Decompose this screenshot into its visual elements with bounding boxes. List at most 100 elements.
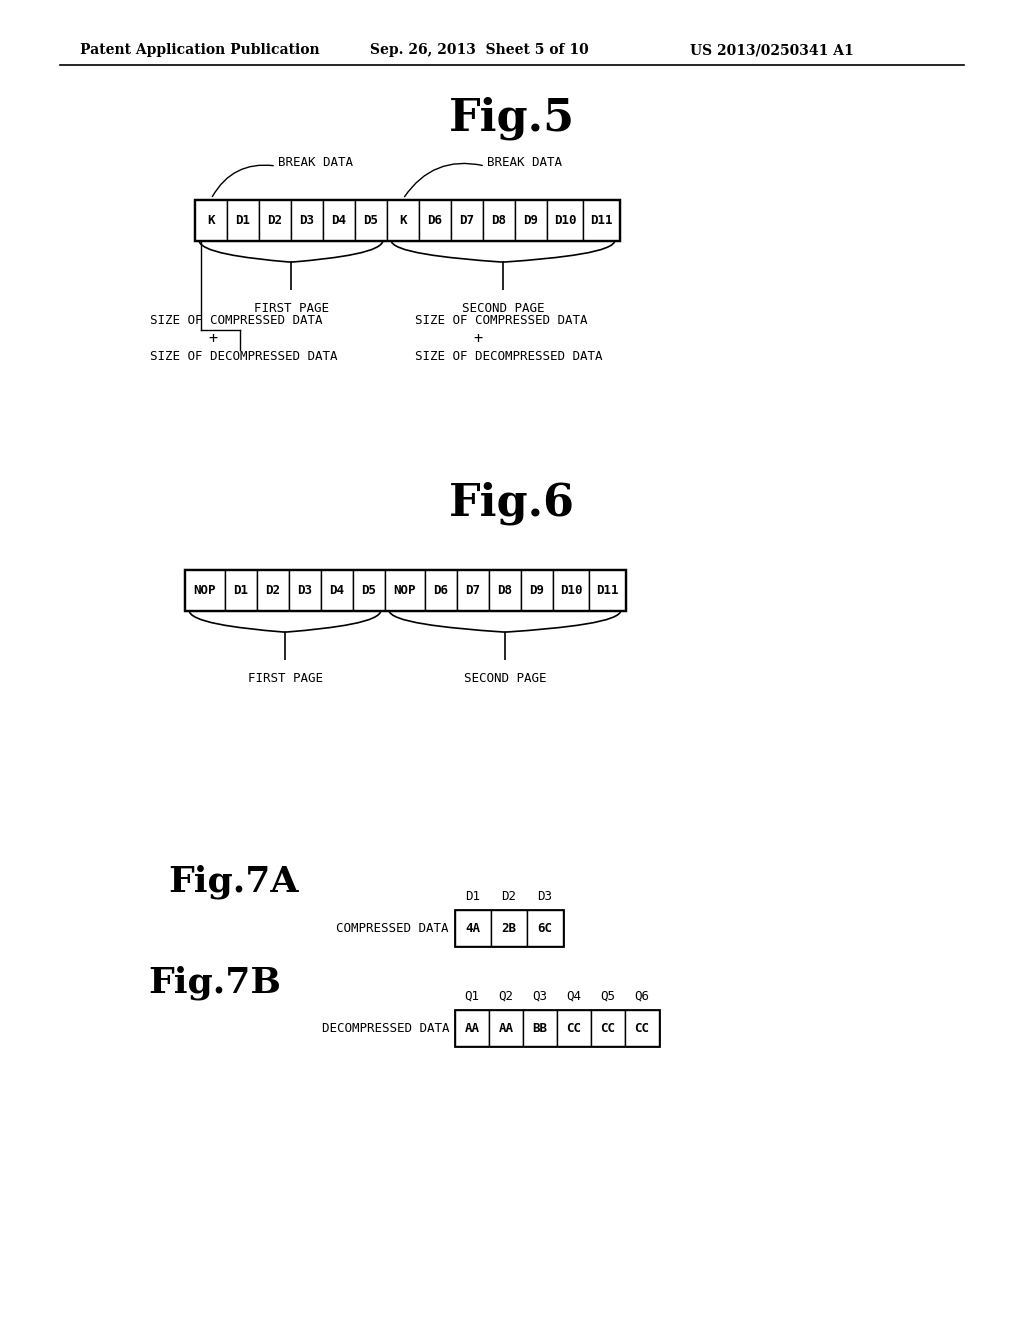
Bar [387,201,419,240]
Text: D1: D1 [233,583,249,597]
Text: Fig.6: Fig.6 [449,482,575,525]
Text: D4: D4 [330,583,344,597]
Bar [591,1010,625,1045]
Bar [589,570,625,610]
Text: D9: D9 [529,583,545,597]
Text: AA: AA [499,1022,513,1035]
Text: D7: D7 [460,214,474,227]
Text: D3: D3 [538,890,553,903]
Bar [553,570,589,610]
Text: SIZE OF COMPRESSED DATA: SIZE OF COMPRESSED DATA [150,314,323,326]
Bar [259,201,291,240]
Text: D6: D6 [433,583,449,597]
Text: D1: D1 [466,890,480,903]
Text: NOP: NOP [394,583,416,597]
Bar [419,201,451,240]
Text: CC: CC [600,1022,615,1035]
Text: K: K [399,214,407,227]
Text: BB: BB [532,1022,548,1035]
Text: D6: D6 [427,214,442,227]
Bar [185,570,625,610]
Text: +: + [473,330,482,346]
Bar [227,201,259,240]
Bar [385,570,425,610]
Bar [353,570,385,610]
Text: D2: D2 [502,890,516,903]
Bar [225,570,257,610]
Text: 4A: 4A [466,921,480,935]
Text: US 2013/0250341 A1: US 2013/0250341 A1 [690,44,854,57]
Bar [455,909,563,946]
Text: D11: D11 [590,214,612,227]
Bar [583,201,618,240]
Text: D10: D10 [560,583,583,597]
Bar [527,909,563,946]
Text: D5: D5 [364,214,379,227]
Bar [321,570,353,610]
Text: BREAK DATA: BREAK DATA [487,156,562,169]
Bar [625,1010,659,1045]
Text: D3: D3 [298,583,312,597]
Text: NOP: NOP [194,583,216,597]
Text: SIZE OF DECOMPRESSED DATA: SIZE OF DECOMPRESSED DATA [415,350,602,363]
Bar [490,909,527,946]
Text: SECOND PAGE: SECOND PAGE [462,301,544,314]
Text: Q6: Q6 [635,990,649,1002]
Bar [483,201,515,240]
Text: DECOMPRESSED DATA: DECOMPRESSED DATA [322,1022,449,1035]
Text: BREAK DATA: BREAK DATA [278,156,353,169]
Text: D4: D4 [332,214,346,227]
Bar [455,909,490,946]
Text: Q4: Q4 [566,990,582,1002]
Text: Patent Application Publication: Patent Application Publication [80,44,319,57]
Bar [451,201,483,240]
Text: SECOND PAGE: SECOND PAGE [464,672,546,685]
Bar [185,570,225,610]
Text: D11: D11 [596,583,618,597]
Text: D2: D2 [267,214,283,227]
Text: Fig.5: Fig.5 [449,96,575,140]
Bar [291,201,323,240]
Text: CC: CC [566,1022,582,1035]
Text: D8: D8 [498,583,512,597]
Text: Sep. 26, 2013  Sheet 5 of 10: Sep. 26, 2013 Sheet 5 of 10 [370,44,589,57]
Text: Q3: Q3 [532,990,548,1002]
Bar [355,201,387,240]
Text: Fig.7B: Fig.7B [148,966,281,1001]
Text: D8: D8 [492,214,507,227]
Text: Fig.7A: Fig.7A [168,865,299,899]
Text: D9: D9 [523,214,539,227]
Bar [489,570,521,610]
Text: FIRST PAGE: FIRST PAGE [248,672,323,685]
Bar [455,1010,659,1045]
Bar [457,570,489,610]
Text: K: K [207,214,215,227]
Text: D7: D7 [466,583,480,597]
Text: Q1: Q1 [465,990,479,1002]
Bar [489,1010,523,1045]
Text: AA: AA [465,1022,479,1035]
Bar [547,201,583,240]
Bar [425,570,457,610]
Text: D1: D1 [236,214,251,227]
Text: D5: D5 [361,583,377,597]
Bar [195,201,227,240]
Text: Q2: Q2 [499,990,513,1002]
Bar [323,201,355,240]
Bar [455,1010,489,1045]
Bar [515,201,547,240]
Bar [257,570,289,610]
Text: CC: CC [635,1022,649,1035]
Bar [289,570,321,610]
Text: SIZE OF DECOMPRESSED DATA: SIZE OF DECOMPRESSED DATA [150,350,338,363]
Text: 6C: 6C [538,921,553,935]
Text: D10: D10 [554,214,577,227]
Text: SIZE OF COMPRESSED DATA: SIZE OF COMPRESSED DATA [415,314,588,326]
Text: COMPRESSED DATA: COMPRESSED DATA [337,921,449,935]
Text: FIRST PAGE: FIRST PAGE [254,301,329,314]
Bar [557,1010,591,1045]
Text: D3: D3 [299,214,314,227]
Bar [523,1010,557,1045]
Text: 2B: 2B [502,921,516,935]
Text: Q5: Q5 [600,990,615,1002]
